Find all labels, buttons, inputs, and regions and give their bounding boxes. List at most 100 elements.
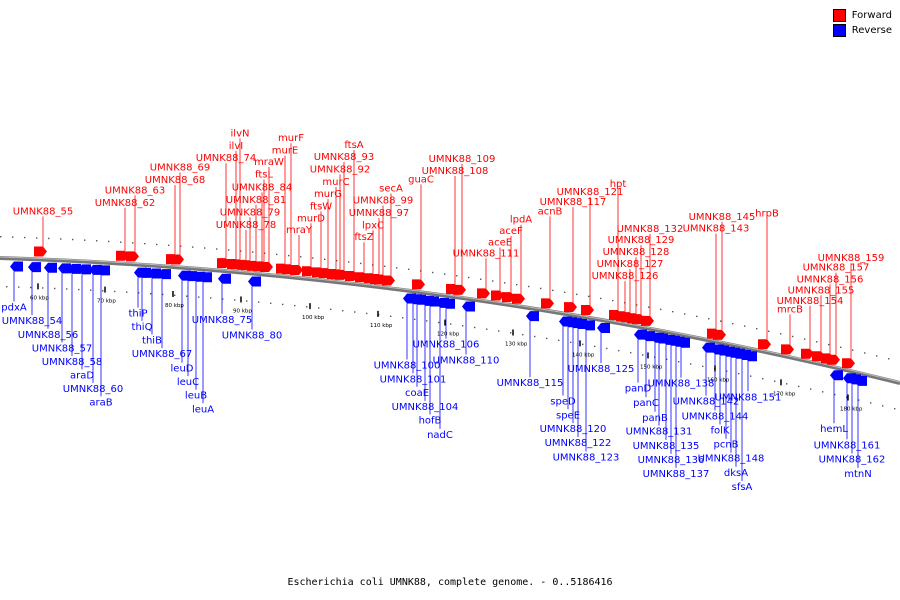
gene-label-UMNK88_109: UMNK88_109	[429, 154, 496, 165]
gene-arrow-UMNK88_93	[335, 269, 348, 280]
gene-label-speD: speD	[550, 396, 576, 407]
guide-dot	[666, 358, 668, 361]
guide-dot	[804, 338, 806, 340]
gene-arrow-UMNK88_56	[44, 262, 57, 273]
gene-label-leuB: leuB	[185, 391, 207, 402]
guide-dot	[24, 236, 26, 239]
guide-dot	[396, 267, 398, 269]
forward-swatch	[832, 9, 846, 22]
guide-dot	[438, 321, 440, 324]
gene-arrow-UMNK88_75	[218, 273, 231, 284]
guide-dot	[282, 303, 284, 306]
gene-label-UMNK88_80: UMNK88_80	[222, 330, 282, 341]
guide-dot	[756, 327, 758, 330]
gene-label-UMNK88_84: UMNK88_84	[232, 182, 292, 193]
guide-dot	[258, 301, 260, 303]
gene-label-UMNK88_55: UMNK88_55	[13, 207, 73, 218]
gene-arrow-UMNK88_62	[116, 250, 129, 261]
gene-arrow-UMNK88_157	[827, 354, 840, 365]
gene-label-UMNK88_115: UMNK88_115	[497, 378, 564, 389]
gene-label-hpt: hpt	[610, 179, 627, 190]
guide-dot	[84, 239, 86, 241]
gene-label-secA: secA	[379, 183, 403, 194]
legend-reverse: Reverse	[832, 23, 892, 38]
gene-label-ftsA: ftsA	[344, 140, 363, 151]
gene-label-aceE: aceE	[488, 237, 512, 248]
gene-arrow-UMNK88_151	[744, 351, 757, 362]
guide-dot	[792, 335, 794, 338]
gene-arrow-secA	[382, 275, 395, 286]
guide-dot	[840, 346, 842, 349]
guide-dot	[120, 241, 122, 243]
gene-label-leuA: leuA	[192, 404, 214, 415]
gene-label-panC: panC	[633, 398, 659, 409]
gene-label-UMNK88_143: UMNK88_143	[683, 224, 750, 235]
guide-dot	[114, 290, 116, 293]
guide-dot	[456, 275, 458, 277]
guide-dot	[342, 309, 344, 312]
gene-label-UMNK88_81: UMNK88_81	[226, 195, 286, 206]
guide-dot	[390, 315, 392, 318]
tick-dots	[0, 236, 896, 410]
guide-dot	[708, 318, 710, 320]
guide-dot	[726, 370, 728, 372]
gene-label-ftsL: ftsL	[255, 170, 273, 181]
gene-arrow-UMNK88_58	[68, 263, 81, 274]
gene-label-araD: araD	[70, 370, 94, 381]
gene-label-sfsA: sfsA	[732, 482, 753, 493]
guide-dot	[414, 318, 416, 321]
gene-label-UMNK88_78: UMNK88_78	[216, 220, 276, 231]
guide-dot	[864, 352, 866, 354]
guide-dot	[474, 326, 476, 329]
gene-arrow-mtnN	[854, 375, 867, 386]
guide-dot	[60, 238, 62, 240]
gene-label-panD: panD	[625, 384, 652, 395]
ruler-tick-label: 100 kbp	[302, 315, 325, 321]
gene-arrow-UMNK88_109	[453, 284, 466, 295]
gene-label-murE: murE	[272, 146, 299, 157]
gene-arrow-UMNK88_125	[597, 322, 610, 333]
gene-label-pcnB: pcnB	[713, 440, 738, 451]
legend: Forward Reverse	[832, 8, 892, 38]
guide-dot	[288, 254, 290, 257]
guide-dot	[78, 288, 80, 291]
gene-arrow-UMNK88_54	[28, 262, 41, 273]
gene-label-UMNK88_97: UMNK88_97	[349, 208, 409, 219]
guide-dot	[642, 354, 644, 356]
guide-dot	[780, 333, 782, 335]
guide-dot	[336, 259, 338, 262]
gene-label-thiQ: thiQ	[132, 322, 153, 333]
gene-label-UMNK88_162: UMNK88_162	[819, 454, 886, 465]
gene-arrow-hofB	[426, 296, 439, 307]
guide-dot	[132, 242, 134, 244]
guide-dot	[882, 405, 884, 407]
gene-label-UMNK88_57: UMNK88_57	[32, 343, 92, 354]
gene-arrow-hrpB	[758, 339, 771, 350]
gene-label-UMNK88_125: UMNK88_125	[568, 364, 635, 375]
gene-label-murF: murF	[278, 133, 304, 144]
guide-dot	[42, 287, 44, 289]
gene-label-UMNK88_157: UMNK88_157	[803, 263, 870, 274]
guide-dot	[516, 283, 518, 286]
guide-dot	[126, 291, 128, 293]
guide-dot	[138, 292, 140, 294]
guide-dot	[30, 286, 32, 289]
gene-label-thiP: thiP	[128, 309, 147, 320]
gene-arrow-murD	[302, 266, 315, 277]
guide-dot	[48, 237, 50, 240]
gene-label-nadC: nadC	[427, 430, 453, 441]
ruler-tick-label: 130 kbp	[505, 341, 528, 347]
gene-arrow-UMNK88_145	[713, 329, 726, 340]
guide-dot	[0, 236, 2, 238]
guide-dot	[564, 291, 566, 294]
guide-dot	[768, 330, 770, 332]
gene-label-UMNK88_68: UMNK88_68	[145, 175, 205, 186]
gene-label-UMNK88_145: UMNK88_145	[689, 212, 756, 223]
gene-label-UMNK88_100: UMNK88_100	[374, 360, 441, 371]
gene-arrow-leuA	[199, 272, 212, 283]
gene-label-UMNK88_122: UMNK88_122	[545, 438, 612, 449]
guide-dot	[180, 245, 182, 247]
guide-dot	[720, 320, 722, 322]
guide-dot	[546, 337, 548, 340]
guide-dot	[462, 325, 464, 327]
